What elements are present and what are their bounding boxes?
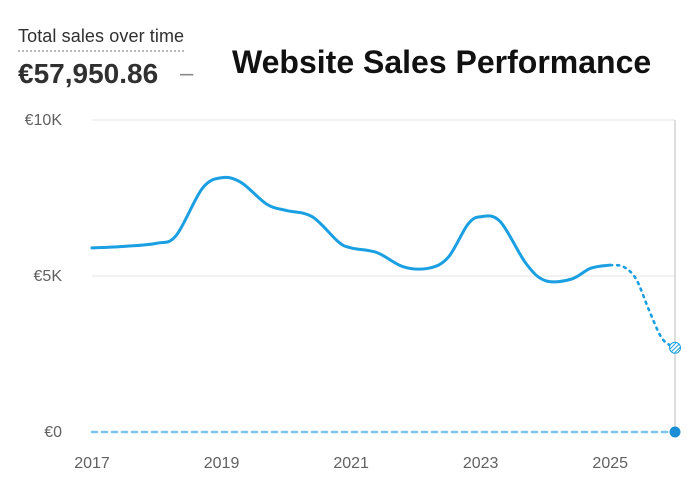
forecast-end-marker: [669, 341, 681, 354]
metric-trend: –: [180, 60, 194, 87]
sales-series-line: [90, 175, 612, 284]
forecast-series-line: [608, 263, 677, 350]
y-tick-label: €5K: [34, 268, 63, 285]
metric-label[interactable]: Total sales over time: [18, 26, 185, 52]
y-tick-label: €0: [44, 424, 62, 441]
x-tick-label: 2017: [74, 455, 110, 472]
x-tick-label: 2025: [592, 455, 628, 472]
x-tick-label: 2019: [204, 455, 240, 472]
metric-value: €57,950.86: [18, 58, 159, 89]
x-tick-label: 2023: [463, 455, 499, 472]
chart-title: Website Sales Performance: [232, 44, 652, 80]
baseline-end-marker: [669, 426, 681, 438]
x-tick-label: 2021: [333, 455, 369, 472]
y-tick-label: €10K: [25, 112, 63, 129]
